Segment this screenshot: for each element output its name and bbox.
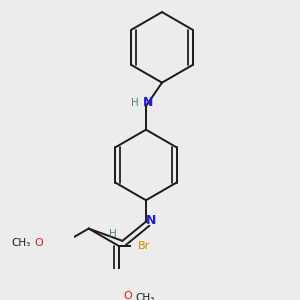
Text: N: N bbox=[146, 214, 157, 227]
Text: H: H bbox=[131, 98, 139, 108]
Text: H: H bbox=[109, 230, 117, 239]
Text: Br: Br bbox=[137, 241, 150, 251]
Text: O: O bbox=[123, 292, 132, 300]
Text: N: N bbox=[143, 97, 153, 110]
Text: CH₃: CH₃ bbox=[135, 292, 154, 300]
Text: O: O bbox=[34, 238, 43, 248]
Text: CH₃: CH₃ bbox=[11, 238, 30, 248]
